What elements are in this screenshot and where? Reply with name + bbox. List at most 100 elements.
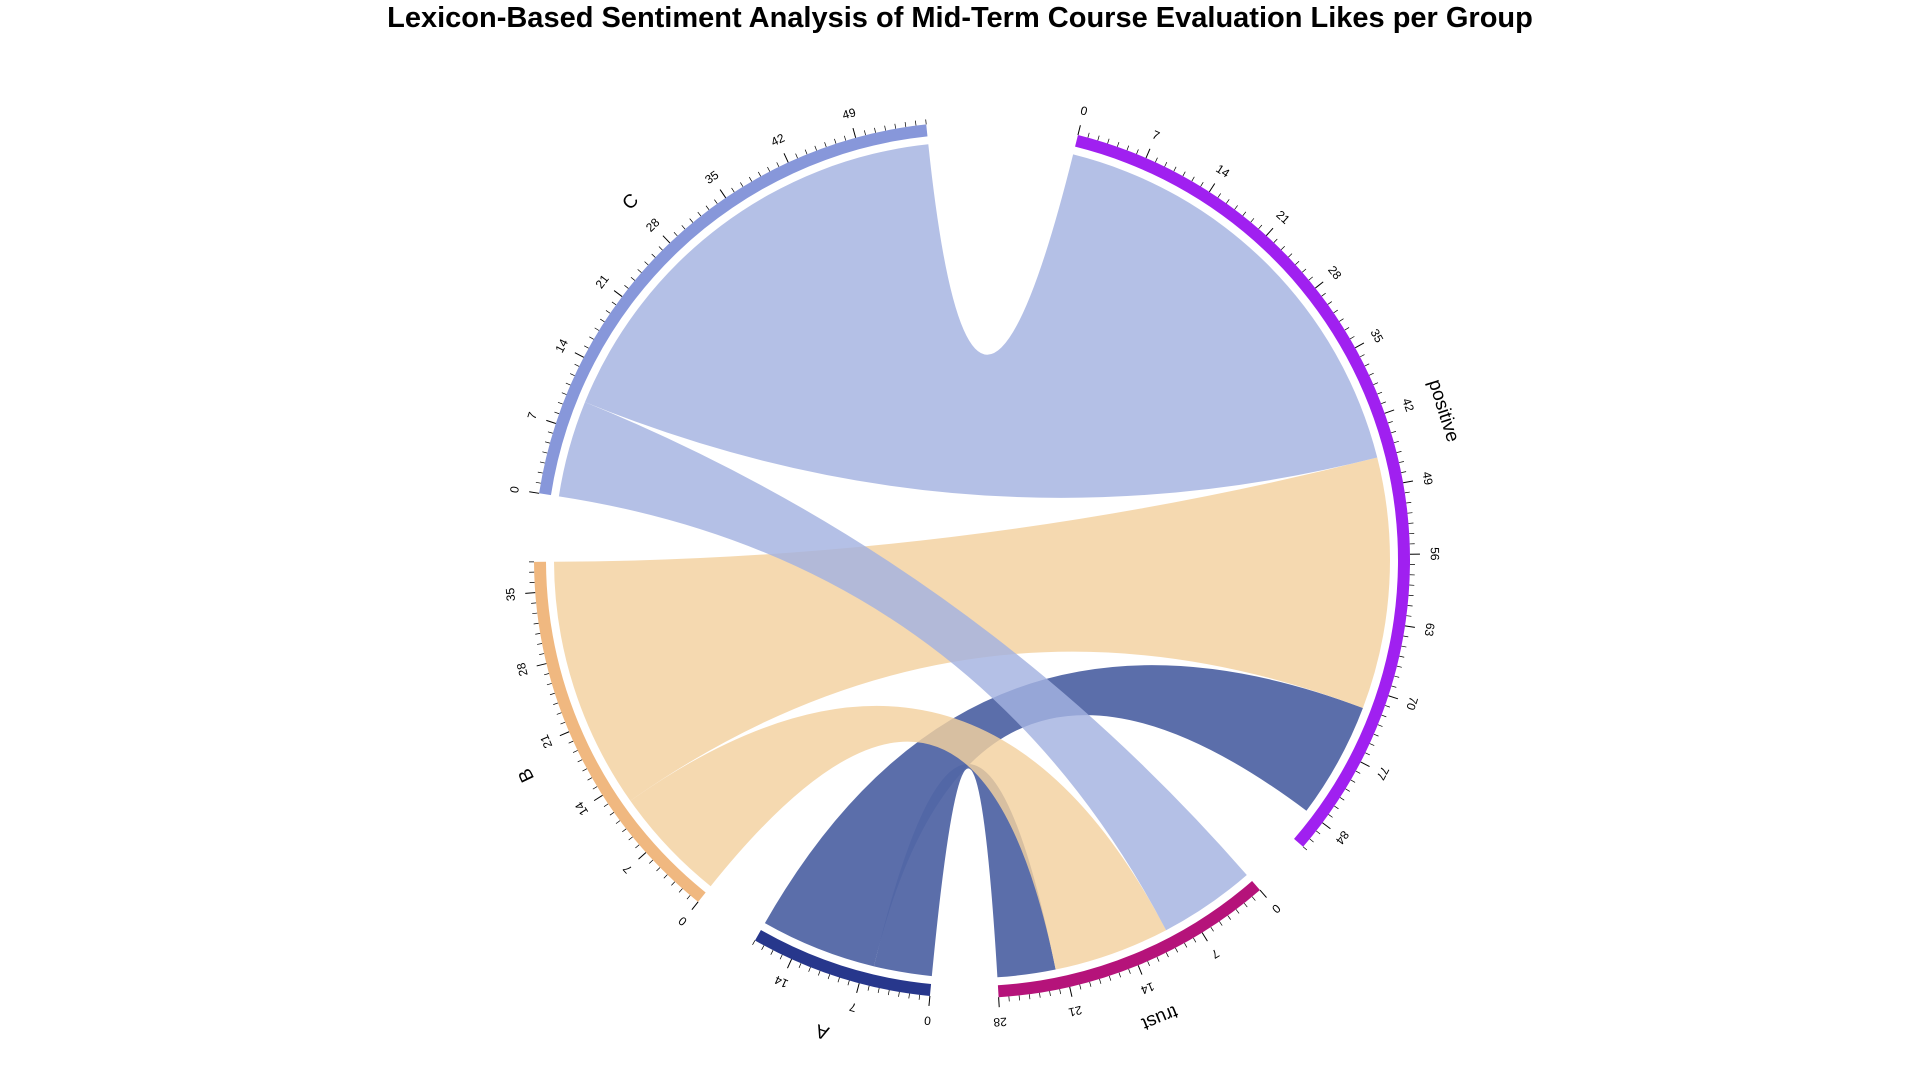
major-tick: [1315, 281, 1324, 289]
minor-tick: [1349, 336, 1355, 340]
tick-label-c-21: 21: [593, 272, 612, 291]
minor-tick: [686, 895, 691, 900]
major-tick: [998, 997, 1000, 1008]
tick-label-c-0: 0: [507, 485, 522, 494]
minor-tick: [1364, 363, 1370, 367]
minor-tick: [663, 874, 668, 879]
minor-tick: [874, 127, 876, 133]
tick-label-a-7: 7: [847, 1000, 857, 1015]
minor-tick: [1387, 421, 1393, 424]
minor-tick: [539, 461, 545, 464]
minor-tick: [808, 967, 811, 972]
minor-tick: [1108, 975, 1112, 981]
tick-label-trust-28: 28: [993, 1015, 1007, 1030]
major-tick: [719, 189, 727, 199]
minor-tick: [1258, 224, 1263, 230]
minor-tick: [637, 269, 642, 273]
sector-label-a: A: [813, 1019, 832, 1043]
tick-label-a-14: 14: [772, 972, 790, 990]
tick-label-a-0: 0: [923, 1013, 931, 1028]
minor-tick: [898, 991, 900, 997]
minor-tick: [798, 963, 802, 968]
minor-tick: [1381, 401, 1386, 404]
tick-label-positive-84: 84: [1332, 828, 1351, 847]
minor-tick: [635, 844, 640, 849]
sector-track-positive: [1075, 135, 1410, 847]
minor-tick: [656, 867, 661, 872]
minor-tick: [908, 993, 910, 999]
sector-tracks: [534, 124, 1410, 998]
minor-tick: [1308, 276, 1313, 281]
minor-tick: [554, 411, 560, 415]
major-tick: [593, 794, 603, 802]
minor-tick: [1219, 921, 1223, 926]
major-tick: [856, 983, 860, 994]
tick-label-trust-7: 7: [1208, 946, 1221, 962]
sector-track-c: [539, 124, 928, 496]
major-tick: [1322, 822, 1331, 830]
major-tick: [783, 153, 789, 163]
minor-tick: [1345, 788, 1350, 792]
minor-tick: [584, 345, 589, 349]
minor-tick: [887, 990, 890, 996]
minor-tick: [609, 812, 615, 816]
tick-label-b-28: 28: [514, 661, 531, 678]
minor-tick: [630, 276, 636, 281]
minor-tick: [1403, 635, 1409, 638]
minor-tick: [1327, 301, 1332, 305]
minor-tick: [1302, 268, 1307, 273]
minor-tick: [1404, 491, 1410, 494]
minor-tick: [1039, 992, 1041, 998]
minor-tick: [748, 176, 753, 182]
link-b-trust: [630, 705, 1167, 970]
minor-tick: [1391, 685, 1397, 688]
minor-tick: [1399, 655, 1405, 658]
minor-tick: [1377, 724, 1383, 727]
minor-tick: [761, 945, 765, 951]
tick-label-positive-70: 70: [1403, 695, 1421, 712]
minor-tick: [1315, 830, 1321, 835]
major-tick: [691, 901, 699, 910]
sector-label-trust: trust: [1138, 1001, 1181, 1035]
minor-tick: [535, 633, 541, 635]
minor-tick: [740, 182, 744, 187]
minor-tick: [658, 246, 663, 251]
minor-tick: [1175, 947, 1179, 953]
minor-tick: [752, 940, 756, 945]
minor-tick: [689, 218, 694, 223]
minor-tick: [1407, 512, 1413, 514]
minor-tick: [1273, 238, 1278, 243]
minor-tick: [837, 977, 840, 983]
minor-tick: [615, 820, 621, 824]
minor-tick: [767, 166, 771, 172]
tick-label-positive-35: 35: [1368, 327, 1387, 346]
minor-tick: [1280, 245, 1285, 251]
tick-label-c-28: 28: [643, 215, 663, 235]
minor-tick: [877, 987, 880, 994]
minor-tick: [779, 954, 783, 960]
minor-tick: [697, 211, 702, 217]
minor-tick: [1200, 181, 1204, 187]
minor-tick: [624, 285, 629, 289]
minor-tick: [1251, 896, 1256, 901]
sector-track-a: [754, 930, 932, 996]
minor-tick: [1401, 471, 1407, 473]
minor-tick: [1173, 166, 1177, 172]
minor-tick: [834, 138, 837, 144]
minor-tick: [1217, 193, 1221, 198]
chart-title: Lexicon-Based Sentiment Analysis of Mid-…: [387, 2, 1533, 34]
minor-tick: [605, 310, 611, 314]
minor-tick: [1373, 733, 1379, 737]
major-tick: [1077, 125, 1081, 136]
minor-tick: [1350, 779, 1356, 783]
minor-tick: [757, 171, 762, 177]
minor-tick: [556, 712, 562, 715]
minor-tick: [1128, 968, 1131, 974]
major-tick: [1259, 889, 1267, 898]
sector-track-trust: [997, 880, 1260, 998]
minor-tick: [542, 451, 548, 454]
minor-tick: [1164, 161, 1168, 167]
minor-tick: [1097, 135, 1100, 141]
minor-tick: [1393, 440, 1399, 444]
tick-label-b-0: 0: [675, 913, 689, 928]
